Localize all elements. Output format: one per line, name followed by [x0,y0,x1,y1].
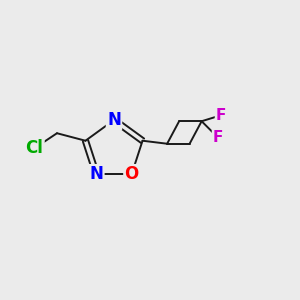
Text: Cl: Cl [26,139,44,157]
Text: F: F [216,108,226,123]
Text: N: N [89,165,103,183]
Text: F: F [213,130,223,145]
Text: O: O [124,165,139,183]
Text: N: N [107,111,121,129]
